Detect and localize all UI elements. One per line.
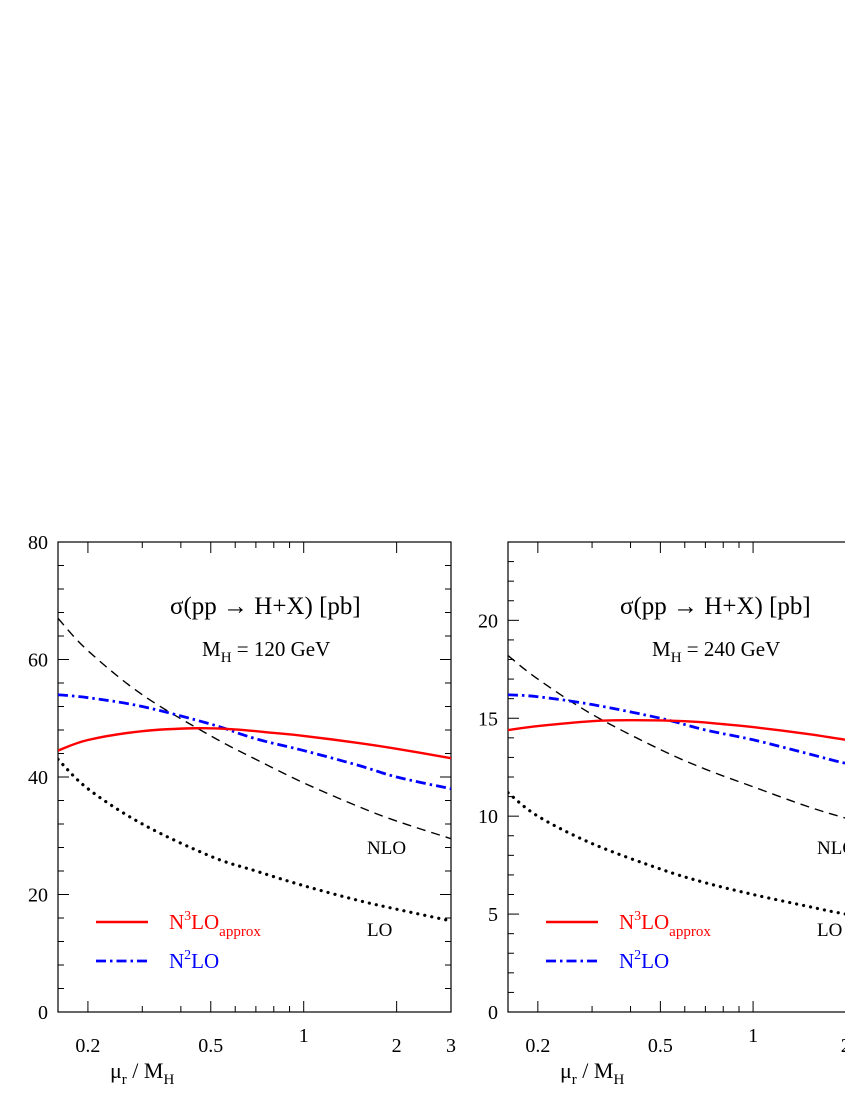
x-tick-label: 0.5 <box>648 1035 673 1057</box>
curve-label-lo: LO <box>367 920 392 941</box>
y-tick-label: 0 <box>38 1002 48 1024</box>
y-tick-label: 20 <box>28 885 48 907</box>
chart-subtitle: MH = 240 GeV <box>652 637 780 666</box>
legend-label-n3lo: N3LOapprox <box>169 909 261 940</box>
y-tick-label: 5 <box>488 904 498 926</box>
series-line-n3lo <box>58 726 451 760</box>
series-line-lo <box>58 757 451 923</box>
x-tick-label: 2 <box>392 1035 402 1057</box>
y-tick-label: 60 <box>28 650 48 672</box>
series-line-nlo <box>508 655 845 819</box>
chart-subtitle: MH = 120 GeV <box>202 637 330 666</box>
y-tick-label: 80 <box>28 532 48 554</box>
legend-label-n2lo: N2LO <box>619 948 669 973</box>
y-tick-label: 10 <box>478 806 498 828</box>
series-line-n3lo <box>508 719 845 741</box>
curve-label-lo: LO <box>817 920 842 941</box>
x-tick-label: 0.2 <box>525 1035 550 1057</box>
x-tick-label: 1 <box>299 1025 309 1047</box>
x-tick-label: 0.5 <box>198 1035 223 1057</box>
panel-2: 0 5 10 15 20 0.2 0.5 1 2 σ(pp → H+X) [pb] MH = 240… <box>478 541 845 1088</box>
series-line-n2lo <box>58 693 451 791</box>
x-tick-label: 1 <box>748 1025 758 1047</box>
series-line-nlo <box>58 617 451 840</box>
y-tick-label: 20 <box>478 610 498 632</box>
chart-title: σ(pp → H+X) [pb] <box>170 593 361 620</box>
series-line-n2lo <box>508 693 845 765</box>
x-tick-label: 3 <box>446 1035 456 1057</box>
x-tick-label: 2 <box>841 1035 845 1057</box>
curve-label-nlo: NLO <box>817 838 845 859</box>
y-tick-label: 40 <box>28 767 48 789</box>
x-tick-label: 0.2 <box>75 1035 100 1057</box>
y-tick-label: 0 <box>488 1002 498 1024</box>
x-axis-label: μr / MH <box>110 1058 174 1088</box>
curve-label-nlo: NLO <box>367 838 406 859</box>
legend-label-n2lo: N2LO <box>169 948 219 973</box>
y-tick-label: 15 <box>478 708 498 730</box>
chart-title: σ(pp → H+X) [pb] <box>620 593 811 620</box>
panel-1: 0 20 40 60 80 0.2 0.5 1 2 3 σ(pp → H+X) [pb] MH = 1… <box>28 532 456 1088</box>
series-line-lo <box>508 791 845 916</box>
x-axis-label: μr / MH <box>560 1058 624 1088</box>
legend-label-n3lo: N3LOapprox <box>619 909 711 940</box>
